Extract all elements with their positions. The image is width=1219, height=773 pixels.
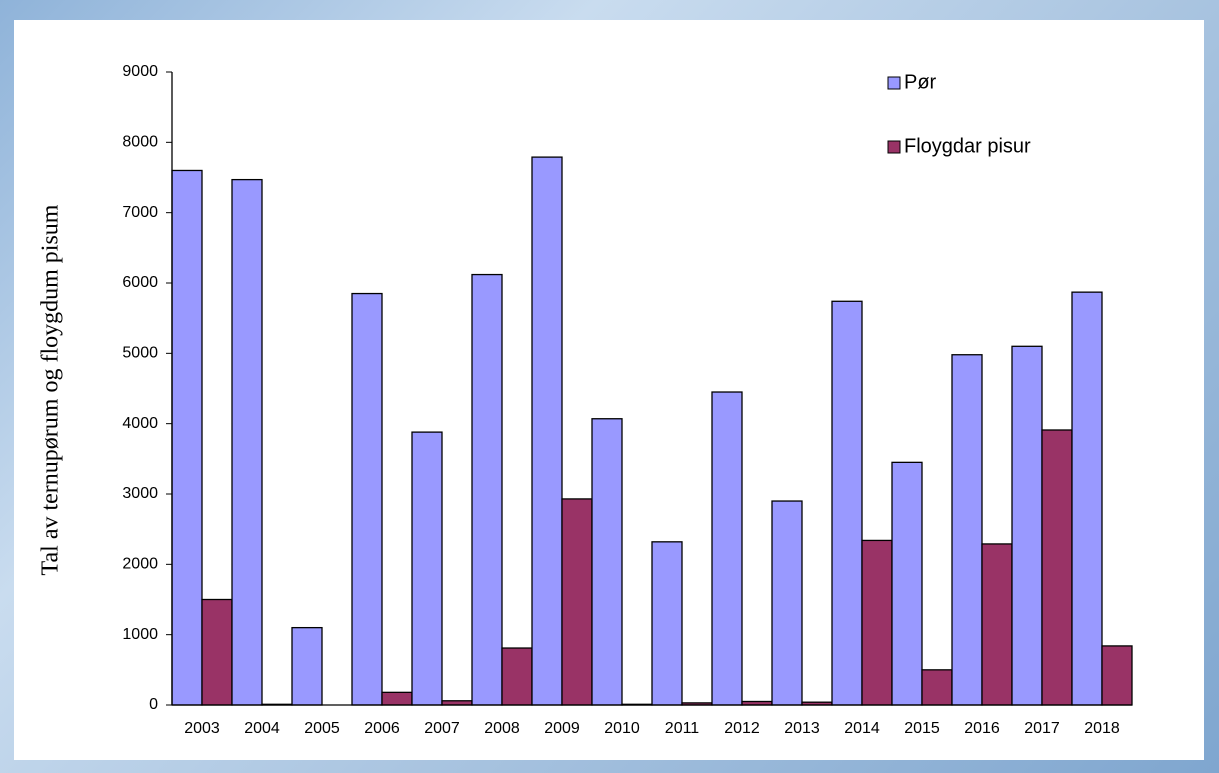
bar: [1101, 645, 1133, 706]
bar: [651, 541, 683, 706]
bar: [171, 169, 203, 706]
y-tick-label: 8000: [122, 134, 158, 151]
bar: [531, 156, 563, 706]
bar: [501, 647, 533, 706]
bar: [471, 273, 503, 706]
x-tick-label: 2007: [424, 720, 460, 737]
y-tick-label: 4000: [122, 415, 158, 432]
bar: [891, 461, 923, 706]
x-tick-label: 2005: [304, 720, 340, 737]
x-tick-label: 2010: [604, 720, 640, 737]
bar: [351, 292, 383, 706]
y-tick-label: 9000: [122, 63, 158, 80]
legend-label: Floygdar pisur: [904, 135, 1031, 157]
bar: [291, 626, 323, 706]
x-tick-label: 2004: [244, 720, 280, 737]
bar: [231, 178, 263, 706]
bar: [1041, 429, 1073, 706]
y-tick-label: 1000: [122, 626, 158, 643]
bar: [981, 543, 1013, 706]
x-tick-label: 2013: [784, 720, 820, 737]
x-tick-label: 2012: [724, 720, 760, 737]
bar: [951, 354, 983, 706]
y-tick-label: 3000: [122, 485, 158, 502]
legend-swatch: [887, 140, 901, 154]
y-tick-label: 6000: [122, 274, 158, 291]
legend-label: Pør: [904, 71, 937, 93]
x-tick-label: 2016: [964, 720, 1000, 737]
x-tick-label: 2003: [184, 720, 220, 737]
x-tick-label: 2006: [364, 720, 400, 737]
bar: [201, 598, 233, 706]
bar: [831, 300, 863, 706]
bar: [1071, 291, 1103, 706]
x-tick-label: 2018: [1084, 720, 1120, 737]
y-tick-label: 7000: [122, 204, 158, 221]
bar: [561, 498, 593, 706]
bar: [861, 539, 893, 706]
bar: [771, 500, 803, 706]
bar: [921, 669, 953, 706]
bar: [1011, 345, 1043, 706]
x-tick-label: 2009: [544, 720, 580, 737]
bar: [411, 431, 443, 706]
y-tick-label: 0: [149, 696, 158, 713]
bar: [591, 418, 623, 706]
bar: [711, 391, 743, 706]
x-tick-label: 2014: [844, 720, 880, 737]
y-tick-label: 2000: [122, 556, 158, 573]
bar: [381, 691, 413, 706]
y-axis-label: Tal av ternupørum og floygdum pisum: [38, 204, 64, 575]
x-tick-label: 2017: [1024, 720, 1060, 737]
y-tick-label: 5000: [122, 345, 158, 362]
x-tick-label: 2008: [484, 720, 520, 737]
x-tick-label: 2015: [904, 720, 940, 737]
legend-swatch: [887, 76, 901, 90]
x-tick-label: 2011: [665, 720, 700, 737]
